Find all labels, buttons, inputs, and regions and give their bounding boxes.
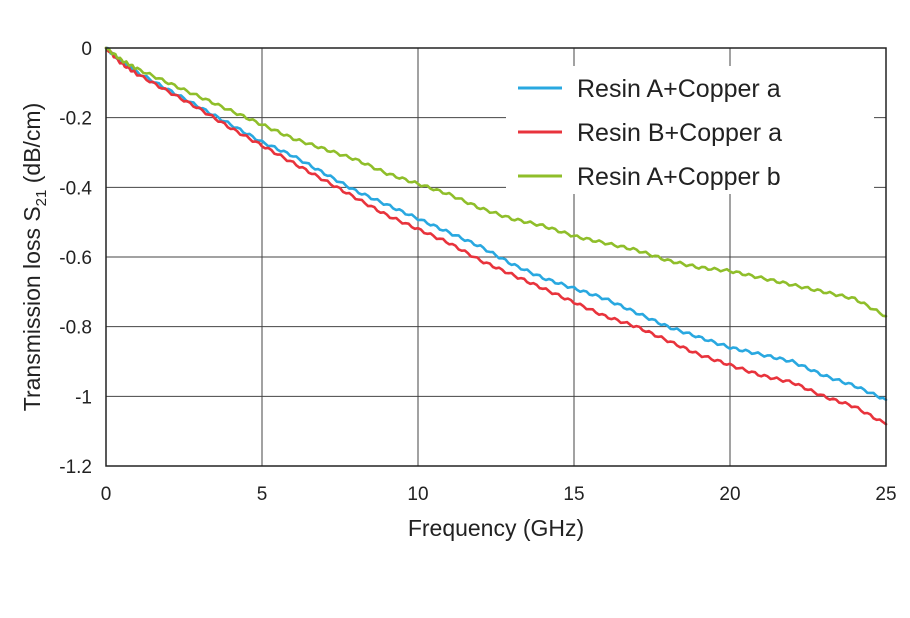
series-lines <box>104 46 888 426</box>
y-axis-label: Transmission loss S21 (dB/cm) <box>19 103 50 412</box>
x-tick-label: 25 <box>875 484 896 505</box>
y-tick-label: -0.4 <box>59 178 92 199</box>
x-tick-label: 5 <box>257 484 268 505</box>
legend: Resin A+Copper a Resin B+Copper a Resin A+… <box>506 66 874 194</box>
y-tick-label: -0.8 <box>59 318 92 339</box>
y-tick-label: -1 <box>75 387 92 408</box>
series-line-2 <box>104 46 888 426</box>
y-axis-label-unit: (dB/cm) <box>19 103 45 190</box>
x-tick-label: 20 <box>719 484 740 505</box>
x-tick-label: 0 <box>101 484 112 505</box>
y-axis-label-main: Transmission loss S <box>19 206 45 411</box>
legend-background <box>506 66 874 194</box>
y-tick-label: -0.2 <box>59 109 92 130</box>
legend-label-2: Resin B+Copper a <box>577 119 782 147</box>
y-tick-labels: 0 -0.2 -0.4 -0.6 -0.8 -1 -1.2 <box>59 39 92 478</box>
y-axis-label-subscript: 21 <box>33 190 50 207</box>
y-tick-label: 0 <box>81 39 92 60</box>
x-tick-label: 10 <box>407 484 428 505</box>
legend-label-3: Resin A+Copper b <box>577 163 781 191</box>
plot-frame <box>105 47 887 467</box>
x-tick-labels: 0 5 10 15 20 25 <box>101 484 897 505</box>
series-line-3 <box>104 46 888 318</box>
legend-label-1: Resin A+Copper a <box>577 75 781 103</box>
x-tick-label: 15 <box>563 484 584 505</box>
y-tick-label: -1.2 <box>59 457 92 478</box>
y-tick-label: -0.6 <box>59 248 92 269</box>
x-axis-label: Frequency (GHz) <box>408 515 584 541</box>
